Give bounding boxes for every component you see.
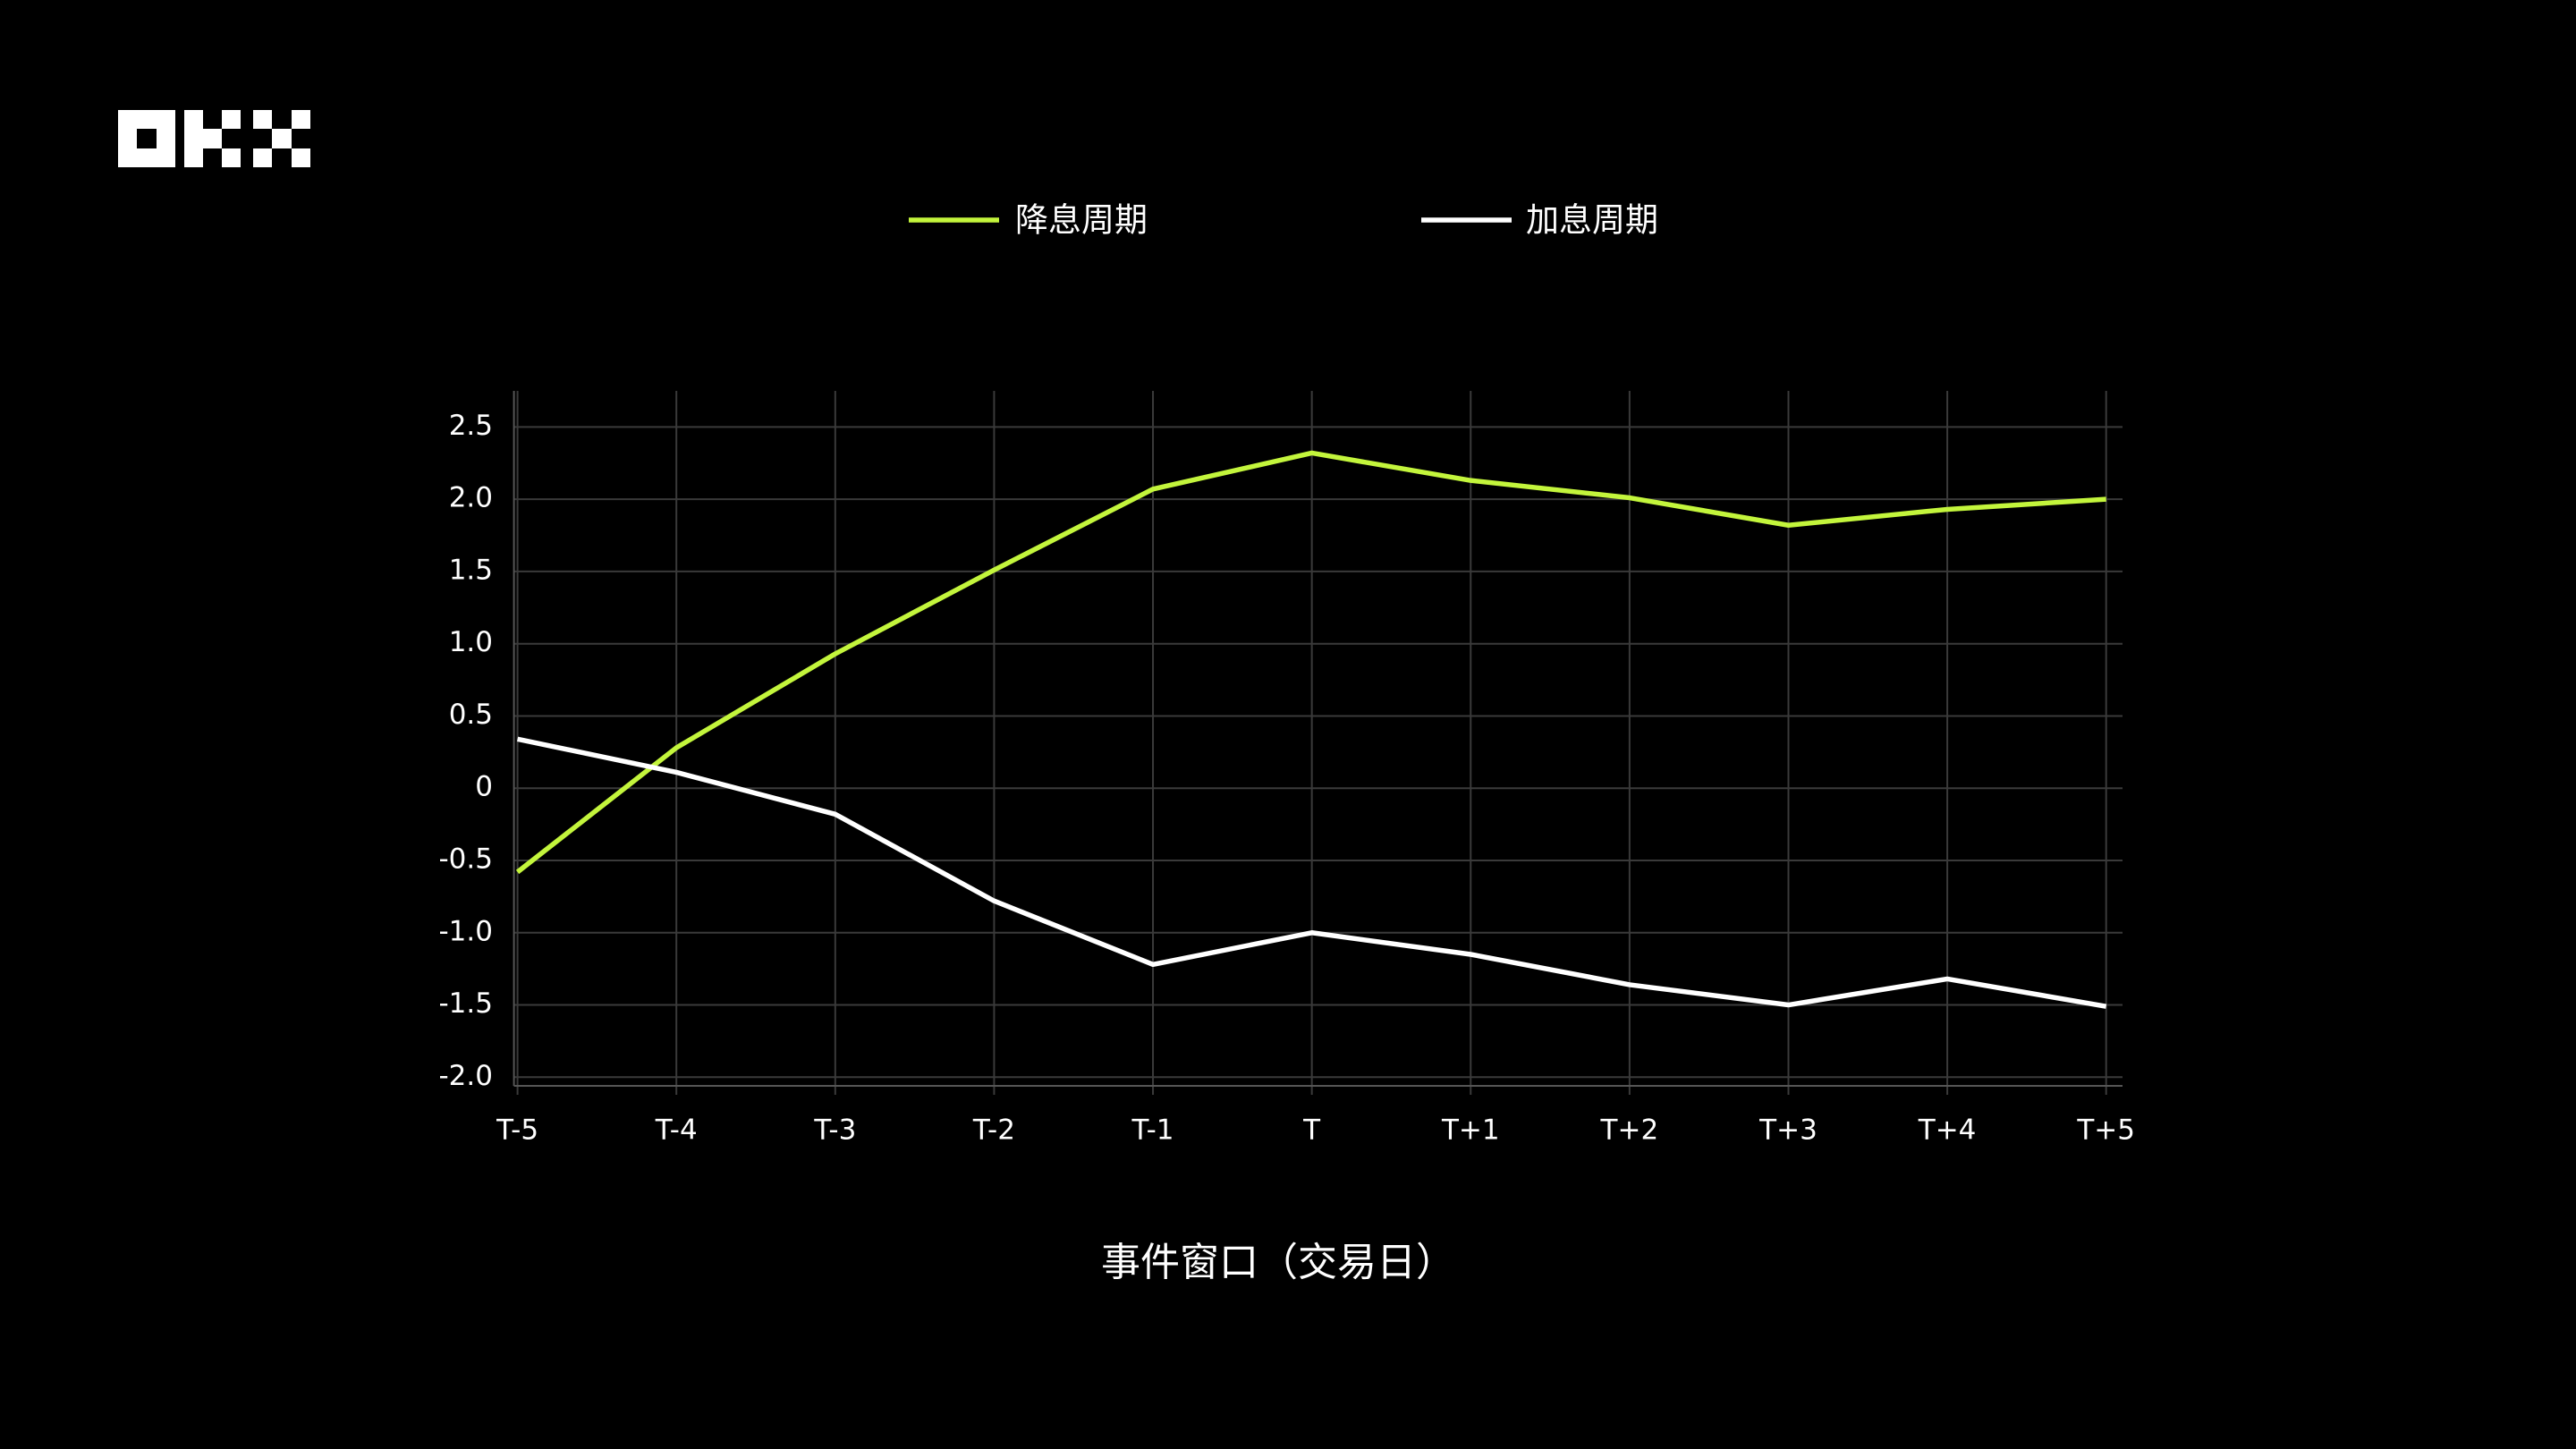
x-tick-label: T+2 xyxy=(1600,1114,1659,1147)
y-tick-label: 1.0 xyxy=(449,626,493,658)
logo xyxy=(118,110,310,167)
x-tick-label: T+3 xyxy=(1758,1114,1818,1147)
x-tick-label: T+4 xyxy=(1918,1114,1977,1147)
legend-label: 加息周期 xyxy=(1526,201,1658,240)
y-tick-label: 0.5 xyxy=(449,699,493,731)
x-tick-label: T+1 xyxy=(1441,1114,1500,1147)
x-tick-label: T xyxy=(1302,1114,1321,1147)
legend-label: 降息周期 xyxy=(1015,201,1148,240)
logo-block xyxy=(292,148,310,167)
y-tick-label: 1.5 xyxy=(449,554,493,586)
y-tick-label: -1.0 xyxy=(439,915,494,947)
logo-block xyxy=(292,110,310,129)
logo-block xyxy=(253,110,272,129)
x-tick-label: T-5 xyxy=(496,1114,538,1147)
x-tick-label: T-2 xyxy=(972,1114,1015,1147)
logo-block xyxy=(184,110,203,129)
x-tick-label: T+5 xyxy=(2076,1114,2135,1147)
logo-block xyxy=(184,129,203,148)
logo-block xyxy=(222,148,241,167)
x-tick-label: T-1 xyxy=(1131,1114,1174,1147)
y-tick-label: -1.5 xyxy=(439,987,494,1020)
logo-block xyxy=(184,148,203,167)
logo-block xyxy=(253,148,272,167)
line-series xyxy=(517,736,2107,1009)
logo-block xyxy=(222,110,241,129)
y-tick-label: -0.5 xyxy=(439,843,494,876)
x-axis-title: 事件窗口（交易日） xyxy=(1101,1240,1455,1285)
y-tick-label: 0 xyxy=(475,771,493,803)
y-tick-label: 2.0 xyxy=(449,482,493,514)
y-tick-label: 2.5 xyxy=(449,410,493,442)
line-series xyxy=(515,450,2106,875)
logo-block xyxy=(272,129,292,148)
logo-block xyxy=(203,129,222,148)
logo-o xyxy=(118,110,175,167)
x-tick-label: T-3 xyxy=(813,1114,856,1147)
y-tick-label: -2.0 xyxy=(439,1060,494,1092)
x-tick-label: T-4 xyxy=(655,1114,698,1147)
